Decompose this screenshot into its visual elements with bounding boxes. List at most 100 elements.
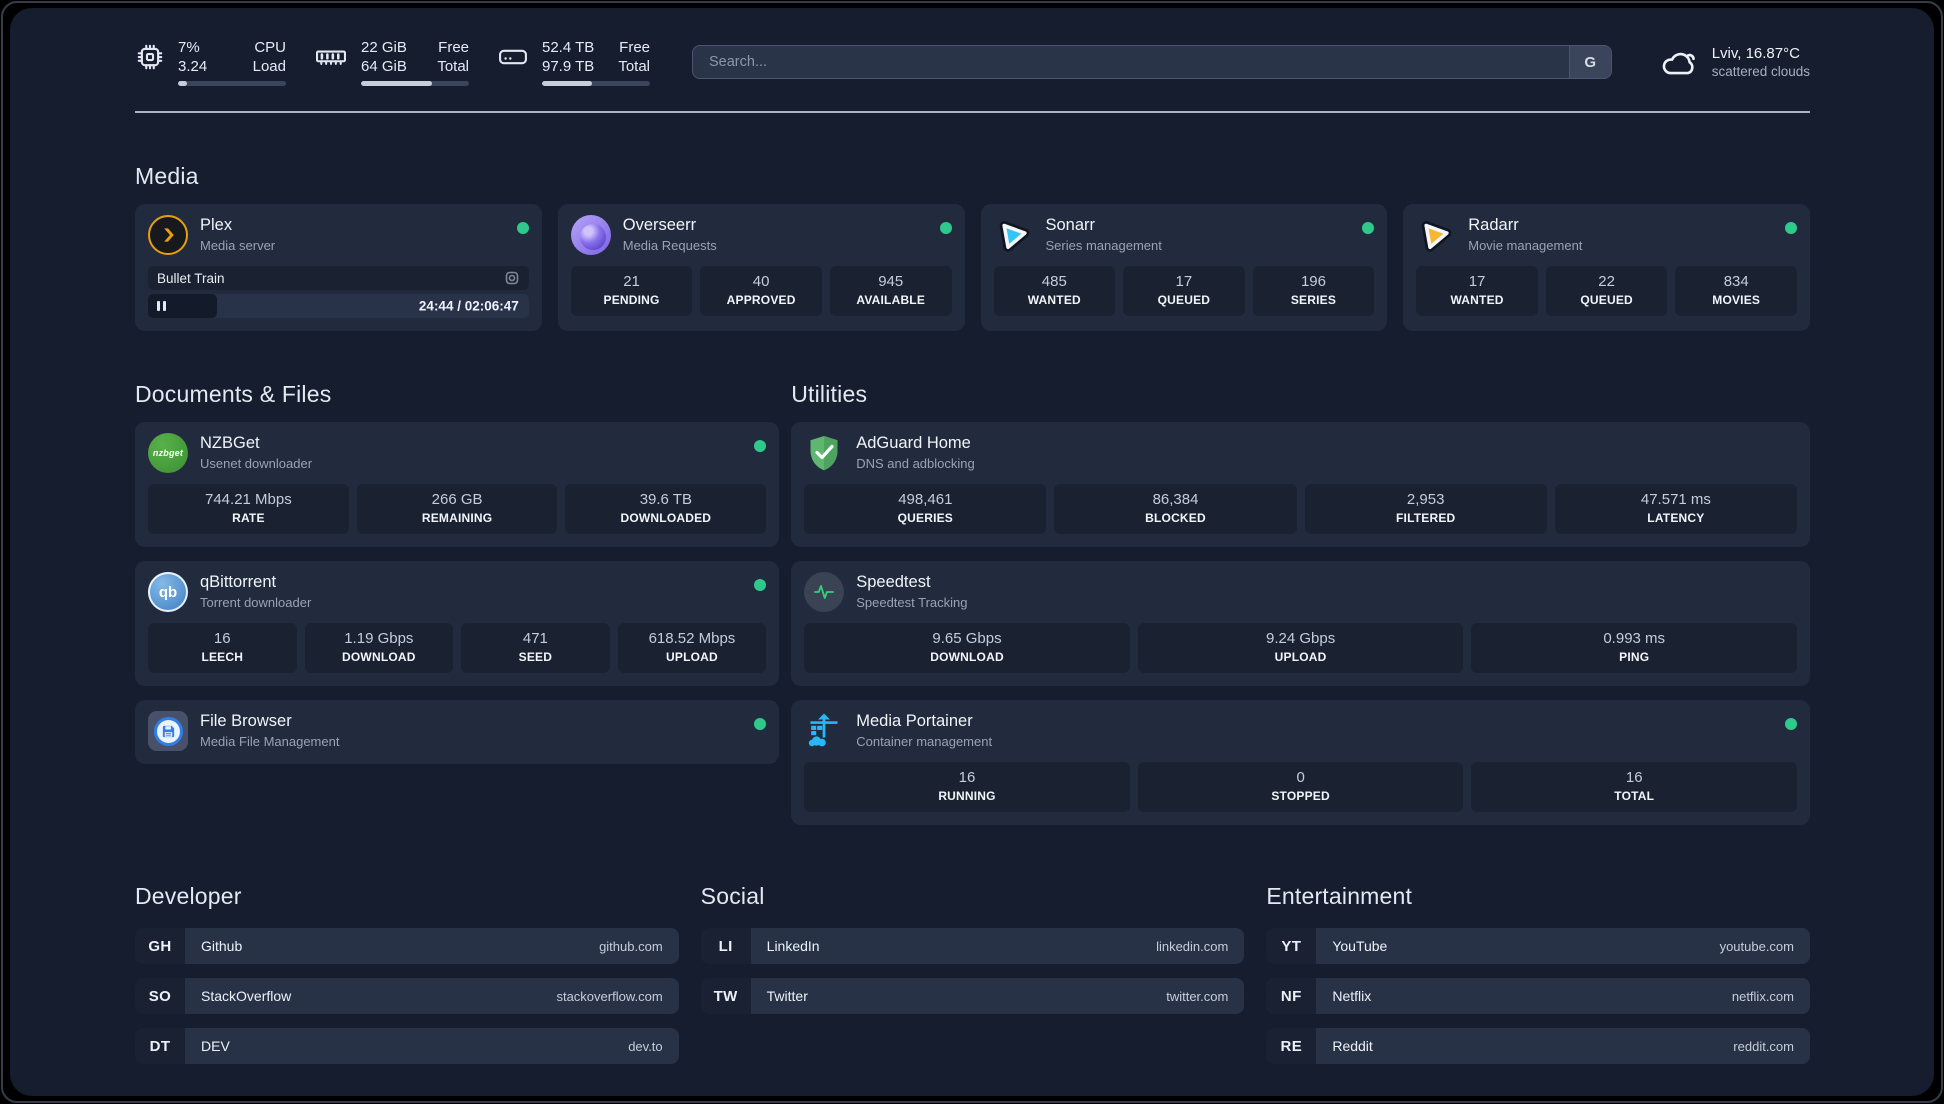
cloud-icon xyxy=(1662,53,1695,75)
bookmark-url: youtube.com xyxy=(1719,938,1794,954)
cpu-load-value: 3.24 xyxy=(178,58,208,76)
bookmark-url: github.com xyxy=(599,938,663,954)
bookmark-dev[interactable]: DT DEV dev.to xyxy=(135,1028,679,1065)
portainer-card[interactable]: Media Portainer Container management 16 … xyxy=(791,700,1810,826)
now-playing-title: Bullet Train xyxy=(157,270,225,286)
adguard-card[interactable]: AdGuard Home DNS and adblocking 498,461 … xyxy=(791,422,1810,548)
load-label: Load xyxy=(252,58,286,76)
app-title: AdGuard Home xyxy=(856,434,971,453)
plex-card[interactable]: Plex Media server Bullet Train xyxy=(135,204,542,332)
radarr-icon xyxy=(1416,215,1456,255)
storage-free: 52.4 TB xyxy=(542,39,595,56)
stat-tile: 2,953 FILTERED xyxy=(1304,484,1547,535)
memory-values: 22 GiB 64 GiB xyxy=(361,38,407,76)
sonarr-card[interactable]: Sonarr Series management 485 WANTED 17 Q… xyxy=(980,204,1388,332)
app-subtitle: Container management xyxy=(856,734,993,750)
section-title-social: Social xyxy=(700,883,765,910)
bookmark-abbr: NF xyxy=(1266,978,1317,1015)
bookmark-abbr: DT xyxy=(135,1028,185,1065)
app-subtitle: Speedtest Tracking xyxy=(856,595,968,611)
bookmark-abbr: RE xyxy=(1266,1028,1317,1065)
bookmark-name: Twitter xyxy=(766,988,808,1005)
stat-tile: 9.24 Gbps UPLOAD xyxy=(1137,623,1464,674)
playback-time: 24:44 / 02:06:47 xyxy=(418,298,519,314)
nzbget-card[interactable]: nzbget NZBGet Usenet downloader 744.21 M… xyxy=(135,422,780,548)
app-subtitle: Usenet downloader xyxy=(200,456,313,472)
section-title-media: Media xyxy=(135,163,199,190)
radarr-card[interactable]: Radarr Movie management 17 WANTED 22 QUE… xyxy=(1403,204,1810,332)
speedtest-icon xyxy=(804,572,845,613)
stat-tile: 945 AVAILABLE xyxy=(829,266,952,317)
bookmark-name: LinkedIn xyxy=(766,938,820,955)
playback-progress-bar: 24:44 / 02:06:47 xyxy=(148,294,529,319)
bookmark-url: linkedin.com xyxy=(1156,938,1229,954)
bookmark-group-developer: Developer GH Github github.com SO StackO… xyxy=(135,883,679,1078)
floppy-icon xyxy=(162,725,174,737)
app-title: Overseerr xyxy=(622,216,697,235)
storage-values: 52.4 TB 97.9 TB xyxy=(542,38,594,76)
search-engine-button[interactable]: G xyxy=(1568,46,1611,79)
bookmark-reddit[interactable]: RE Reddit reddit.com xyxy=(1266,1028,1810,1065)
cpu-values: 7% 3.24 xyxy=(178,38,207,76)
app-title: NZBGet xyxy=(200,434,260,453)
overseerr-card[interactable]: Overseerr Media Requests 21 PENDING 40 A… xyxy=(557,204,965,332)
stat-tile: 47.571 ms LATENCY xyxy=(1554,484,1797,535)
bookmark-netflix[interactable]: NF Netflix netflix.com xyxy=(1266,978,1810,1015)
section-media: Media Plex Media server Bullet Train xyxy=(135,163,1810,332)
app-title: Media Portainer xyxy=(856,712,973,731)
bookmark-abbr: LI xyxy=(700,928,751,965)
qbittorrent-card[interactable]: qb qBittorrent Torrent downloader 16 LEE… xyxy=(135,561,780,687)
cpu-progress-bar xyxy=(178,81,286,87)
stat-tile: 17 WANTED xyxy=(1416,266,1538,317)
pause-icon xyxy=(157,301,166,312)
status-online-dot xyxy=(754,440,767,453)
bookmark-name: Reddit xyxy=(1332,1038,1373,1055)
section-title-documents: Documents & Files xyxy=(135,381,332,408)
storage-stat-widget: 52.4 TB 97.9 TB Free Total xyxy=(497,38,650,87)
stat-tile: 0.993 ms PING xyxy=(1471,623,1797,674)
storage-labels: Free Total xyxy=(618,38,650,76)
plex-icon xyxy=(148,215,188,256)
bookmark-linkedin[interactable]: LI LinkedIn linkedin.com xyxy=(700,928,1245,965)
bookmark-github[interactable]: GH Github github.com xyxy=(135,928,679,965)
status-online-dot xyxy=(754,579,767,592)
stat-tile: 744.21 Mbps RATE xyxy=(148,484,349,535)
stat-tile: 40 APPROVED xyxy=(700,266,822,317)
total-label: Total xyxy=(618,58,650,76)
storage-progress-bar xyxy=(542,81,650,87)
stat-tile: 17 QUEUED xyxy=(1123,266,1245,317)
adguard-icon xyxy=(804,433,844,473)
qbittorrent-icon: qb xyxy=(148,572,188,613)
search-bar: G xyxy=(692,45,1612,80)
top-bar: 7% 3.24 CPU Load xyxy=(135,38,1810,87)
section-title-entertainment: Entertainment xyxy=(1266,883,1413,910)
system-stats: 7% 3.24 CPU Load xyxy=(135,38,650,87)
nzbget-icon: nzbget xyxy=(148,433,188,474)
total-label: Total xyxy=(437,58,469,76)
stat-tile: 498,461 QUERIES xyxy=(804,484,1047,535)
speedtest-card[interactable]: Speedtest Speedtest Tracking 9.65 Gbps D… xyxy=(791,561,1810,687)
bookmark-url: dev.to xyxy=(628,1038,663,1054)
stat-tile: 86,384 BLOCKED xyxy=(1054,484,1297,535)
app-title: File Browser xyxy=(200,712,292,731)
cpu-label: CPU xyxy=(254,39,286,56)
bookmark-twitter[interactable]: TW Twitter twitter.com xyxy=(700,978,1245,1015)
bookmark-youtube[interactable]: YT YouTube youtube.com xyxy=(1266,928,1810,965)
stat-tile: 22 QUEUED xyxy=(1545,266,1668,317)
dashboard-root: 7% 3.24 CPU Load xyxy=(10,8,1934,1096)
filebrowser-card[interactable]: File Browser Media File Management xyxy=(135,700,780,765)
app-subtitle: Torrent downloader xyxy=(200,595,312,611)
bookmark-stackoverflow[interactable]: SO StackOverflow stackoverflow.com xyxy=(135,978,679,1015)
search-input[interactable] xyxy=(693,46,1569,79)
cpu-percent: 7% xyxy=(178,39,200,56)
app-title: qBittorrent xyxy=(200,573,277,592)
memory-progress-bar xyxy=(361,81,469,87)
app-subtitle: Media server xyxy=(200,238,276,254)
status-online-dot xyxy=(1785,718,1797,731)
stat-tile: 471 SEED xyxy=(461,623,610,674)
bookmark-url: twitter.com xyxy=(1166,988,1229,1004)
filebrowser-icon xyxy=(148,711,188,752)
bookmark-group-social: Social LI LinkedIn linkedin.com TW Twitt… xyxy=(700,883,1245,1078)
app-title: Speedtest xyxy=(856,573,931,592)
stat-tile: 266 GB REMAINING xyxy=(356,484,558,535)
